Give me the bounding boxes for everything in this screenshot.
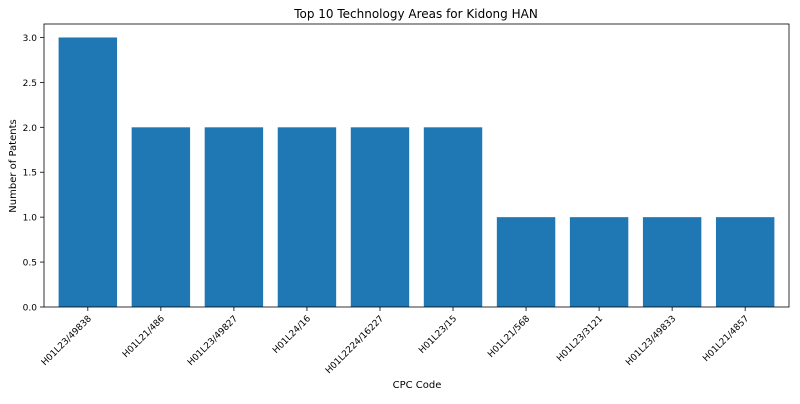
x-tick-label: H01L24/16 — [271, 314, 313, 356]
y-tick-label: 0.0 — [23, 304, 38, 314]
bar-H01L21/486 — [132, 127, 190, 307]
x-tick-label: H01L23/3121 — [555, 314, 605, 364]
x-tick-label: H01L23/49827 — [186, 314, 240, 368]
y-tick-label: 3.0 — [23, 34, 38, 44]
x-tick-label: H01L23/49833 — [624, 314, 678, 368]
x-tick-label: H01L21/486 — [121, 314, 167, 360]
bar-H01L21/4857 — [716, 217, 774, 307]
plot-area — [44, 24, 789, 307]
x-tick-label: H01L2224/16227 — [324, 314, 386, 376]
bar-H01L23/49833 — [643, 217, 701, 307]
y-tick-label: 2.0 — [23, 124, 38, 134]
y-axis: 0.0 0.5 1.0 1.5 2.0 2.5 3.0 — [23, 34, 44, 314]
x-axis-label: CPC Code — [393, 380, 442, 391]
bar-H01L23/49838 — [59, 37, 117, 307]
x-tick-label: H01L23/49838 — [40, 314, 94, 368]
x-tick-label: H01L23/15 — [417, 314, 459, 356]
bar-H01L23/3121 — [570, 217, 628, 307]
y-tick-label: 0.5 — [23, 259, 37, 269]
bar-H01L2224/16227 — [351, 127, 409, 307]
x-tick-label: H01L21/4857 — [701, 314, 751, 364]
y-tick-label: 1.5 — [23, 169, 37, 179]
chart-title: Top 10 Technology Areas for Kidong HAN — [293, 7, 538, 21]
bar-H01L21/568 — [497, 217, 555, 307]
y-tick-label: 2.5 — [23, 79, 37, 89]
y-axis-label: Number of Patents — [8, 119, 19, 212]
x-tick-label: H01L21/568 — [486, 314, 532, 360]
bar-H01L23/15 — [424, 127, 482, 307]
x-axis: H01L23/49838 H01L21/486 H01L23/49827 H01L24… — [40, 307, 751, 376]
bar-H01L23/49827 — [205, 127, 263, 307]
y-tick-label: 1.0 — [23, 214, 38, 224]
bar-H01L24/16 — [278, 127, 336, 307]
